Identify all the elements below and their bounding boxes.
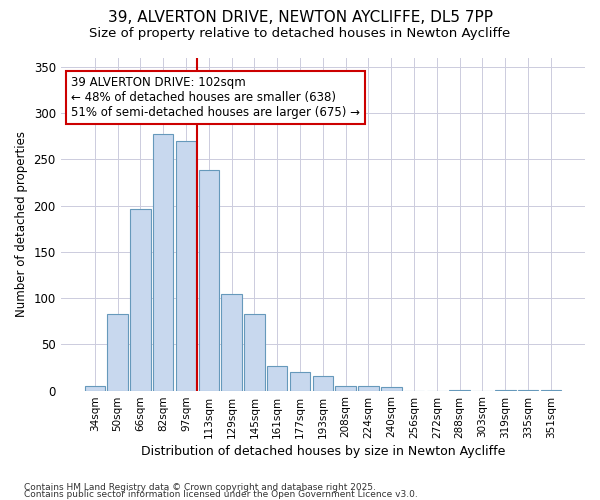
Bar	[290, 372, 310, 390]
Bar	[130, 209, 151, 390]
Y-axis label: Number of detached properties: Number of detached properties	[15, 131, 28, 317]
Text: Contains public sector information licensed under the Open Government Licence v3: Contains public sector information licen…	[24, 490, 418, 499]
Text: Contains HM Land Registry data © Crown copyright and database right 2025.: Contains HM Land Registry data © Crown c…	[24, 484, 376, 492]
Text: 39 ALVERTON DRIVE: 102sqm
← 48% of detached houses are smaller (638)
51% of semi: 39 ALVERTON DRIVE: 102sqm ← 48% of detac…	[71, 76, 360, 119]
Bar	[221, 294, 242, 390]
Bar	[244, 314, 265, 390]
Bar	[199, 170, 219, 390]
Bar	[176, 141, 196, 390]
Bar	[358, 386, 379, 390]
Text: 39, ALVERTON DRIVE, NEWTON AYCLIFFE, DL5 7PP: 39, ALVERTON DRIVE, NEWTON AYCLIFFE, DL5…	[107, 10, 493, 25]
Bar	[107, 314, 128, 390]
Bar	[381, 387, 401, 390]
Bar	[267, 366, 287, 390]
Bar	[85, 386, 105, 390]
Bar	[313, 376, 333, 390]
Bar	[335, 386, 356, 390]
X-axis label: Distribution of detached houses by size in Newton Aycliffe: Distribution of detached houses by size …	[140, 444, 505, 458]
Text: Size of property relative to detached houses in Newton Aycliffe: Size of property relative to detached ho…	[89, 28, 511, 40]
Bar	[153, 134, 173, 390]
